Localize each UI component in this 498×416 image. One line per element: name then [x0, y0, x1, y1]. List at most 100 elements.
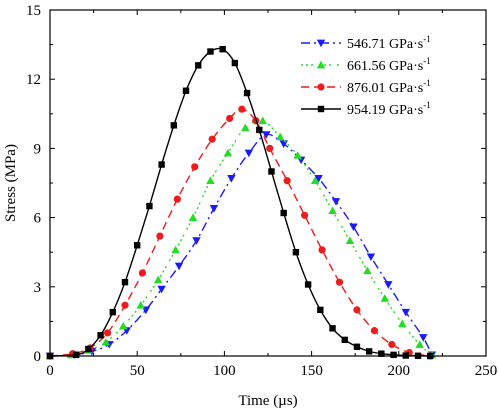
data-point	[366, 253, 376, 262]
legend-marker	[317, 83, 325, 91]
data-point	[388, 340, 396, 349]
data-point	[136, 301, 145, 309]
data-point	[191, 163, 199, 171]
x-tick-label: 150	[300, 363, 323, 379]
data-point	[157, 285, 166, 294]
data-point	[401, 308, 410, 317]
legend-marker	[316, 39, 326, 48]
data-point	[192, 237, 201, 245]
data-point	[173, 195, 181, 203]
data-point	[231, 59, 239, 67]
data-point	[258, 116, 267, 125]
series-line	[49, 119, 433, 357]
data-point	[156, 232, 164, 240]
data-point	[353, 306, 361, 314]
data-point	[328, 206, 337, 215]
y-tick-label: 3	[34, 280, 42, 296]
data-point	[283, 177, 291, 185]
x-tick-label: 100	[213, 363, 236, 379]
legend-label: 876.01 GPa·s-1	[347, 78, 431, 96]
data-point	[349, 223, 358, 232]
data-point	[310, 176, 320, 185]
data-point	[279, 140, 288, 148]
data-point	[243, 89, 251, 97]
data-point	[146, 202, 153, 210]
legend-label: 954.19 GPa·s-1	[347, 100, 431, 118]
data-point	[153, 275, 163, 284]
x-axis-title: Time (µs)	[238, 393, 297, 409]
x-tick-label: 50	[130, 363, 145, 379]
data-point	[317, 306, 324, 314]
data-point	[370, 327, 378, 335]
y-tick-label: 12	[26, 72, 41, 88]
data-point	[353, 343, 361, 350]
data-point	[365, 348, 373, 355]
data-point	[138, 269, 147, 277]
x-tick-label: 250	[475, 363, 498, 379]
y-axis-title: Stress (MPa)	[3, 144, 19, 222]
data-point	[341, 336, 348, 344]
data-point	[241, 123, 250, 131]
plot-area	[45, 46, 437, 361]
legend-item-0: 546.71 GPa·s-1	[301, 34, 431, 52]
data-point	[335, 278, 344, 286]
data-point	[380, 294, 390, 302]
data-point	[182, 87, 190, 94]
data-point	[238, 105, 246, 113]
x-tick-label: 0	[46, 363, 54, 379]
data-point	[226, 114, 234, 123]
y-tick-label: 6	[34, 211, 42, 227]
data-point	[170, 122, 178, 129]
data-point	[314, 175, 323, 183]
legend-label: 546.71 GPa·s-1	[347, 34, 431, 52]
legend-marker	[317, 105, 325, 113]
axes: 0 50 100 150 200 250 0 3 6 9 12 15	[26, 3, 497, 379]
data-point	[158, 161, 165, 168]
data-point	[207, 48, 214, 55]
data-point	[384, 281, 393, 289]
series-3	[46, 46, 434, 360]
data-point	[276, 132, 285, 141]
x-tick-label: 200	[388, 363, 411, 379]
data-point	[318, 246, 326, 254]
data-point	[293, 151, 302, 159]
data-point	[378, 350, 385, 357]
data-point	[171, 245, 180, 254]
data-point	[345, 236, 355, 245]
legend-label: 661.56 GPa·s-1	[347, 56, 431, 74]
data-point	[331, 198, 341, 206]
data-point	[206, 176, 215, 185]
data-point	[304, 281, 312, 288]
y-tick-label: 0	[34, 349, 42, 365]
data-point	[209, 205, 219, 213]
data-point	[266, 144, 274, 152]
data-point	[363, 266, 372, 275]
data-point	[174, 262, 184, 271]
data-point	[301, 211, 309, 219]
data-point	[85, 345, 92, 353]
legend-item-2: 876.01 GPa·s-1	[301, 78, 431, 96]
data-point	[208, 135, 216, 143]
data-point	[103, 329, 112, 337]
data-point	[121, 278, 129, 286]
legend-item-3: 954.19 GPa·s-1	[301, 100, 431, 118]
data-point	[262, 131, 271, 139]
data-point	[419, 334, 428, 342]
data-point	[188, 213, 198, 221]
data-point	[268, 168, 275, 175]
legend-item-1: 661.56 GPa·s-1	[301, 56, 431, 74]
data-point	[101, 337, 111, 346]
data-point	[195, 62, 202, 69]
data-point	[97, 332, 104, 339]
data-point	[256, 126, 263, 134]
data-point	[134, 242, 141, 249]
data-point	[72, 351, 80, 359]
data-point	[219, 46, 226, 53]
legend-marker	[316, 60, 326, 69]
data-point	[227, 175, 236, 183]
data-point	[121, 301, 129, 309]
series-line	[49, 108, 431, 357]
data-point	[390, 351, 397, 359]
data-point	[398, 319, 407, 328]
